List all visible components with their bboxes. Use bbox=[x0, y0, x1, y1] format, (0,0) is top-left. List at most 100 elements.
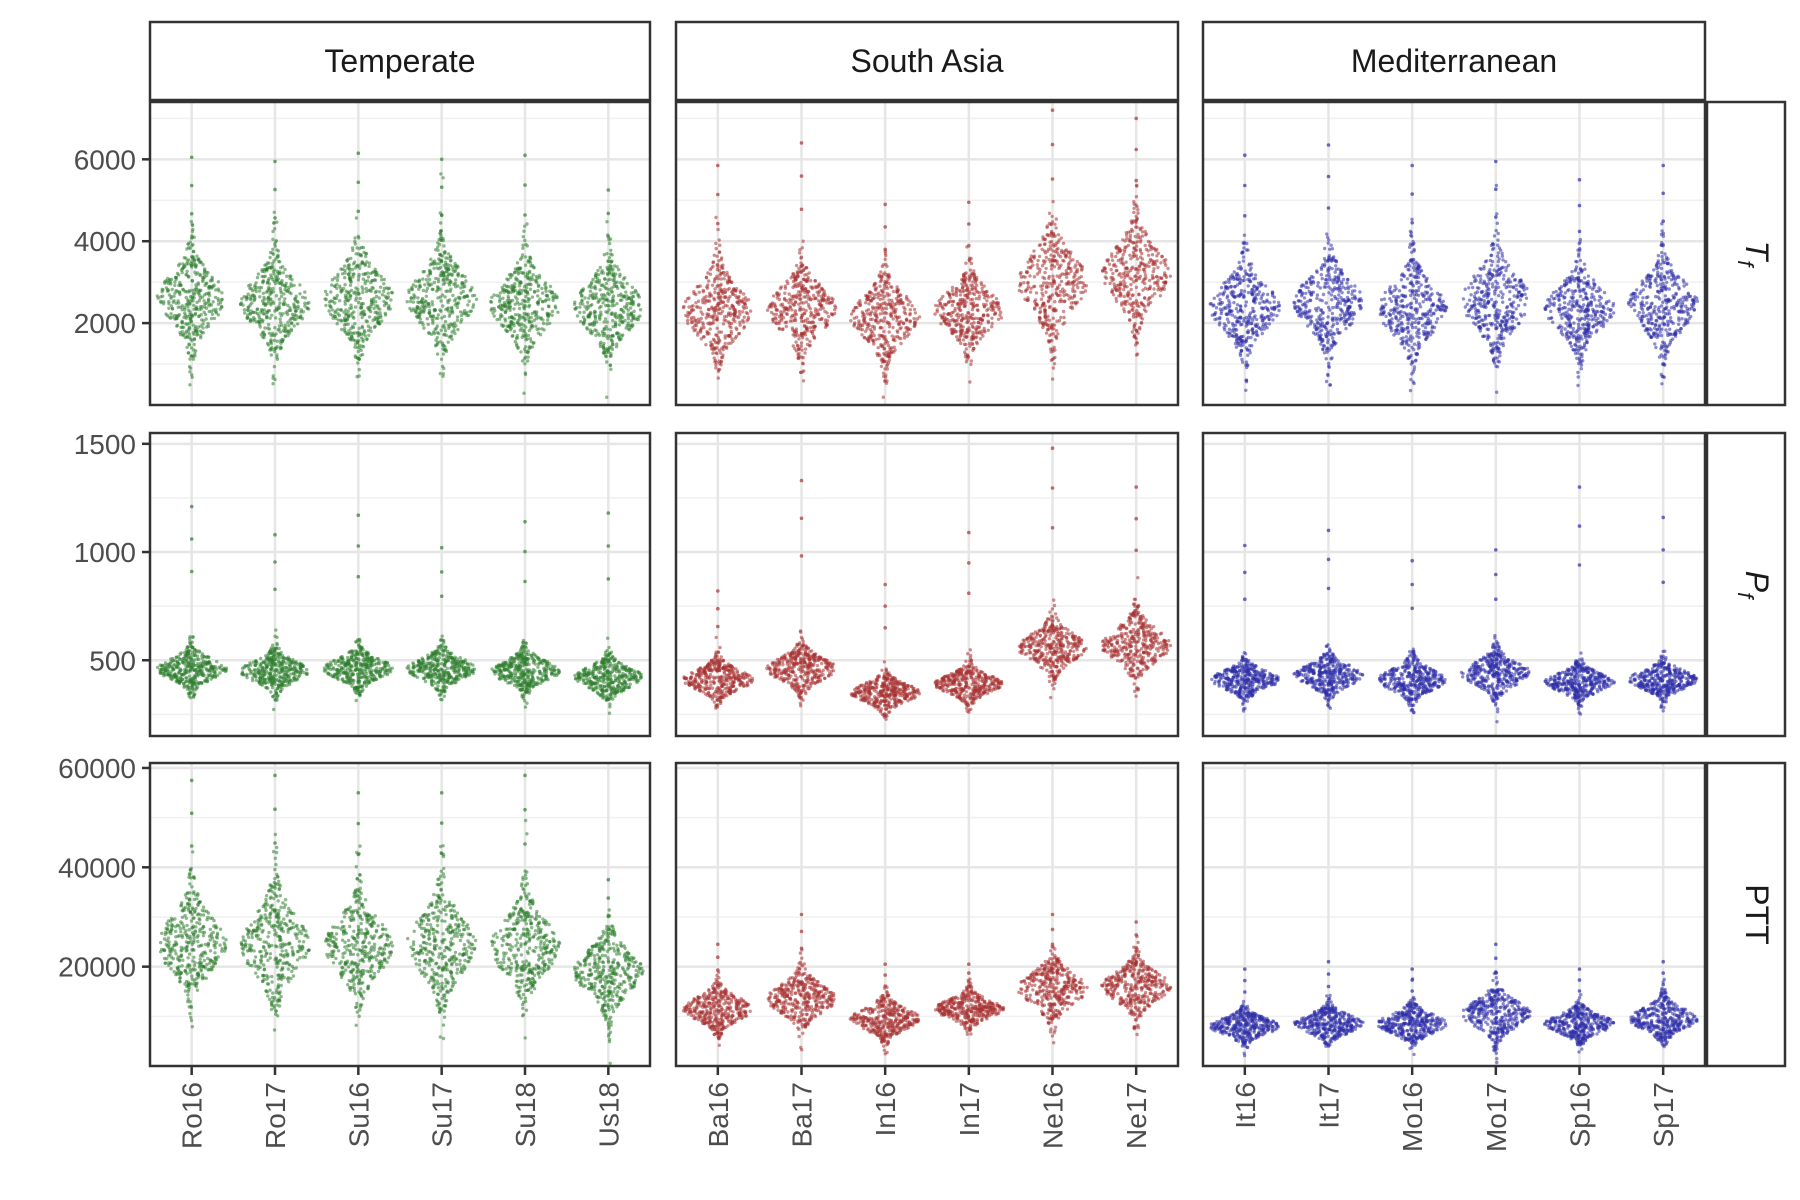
data-point bbox=[435, 352, 440, 356]
data-point bbox=[934, 303, 938, 308]
data-point bbox=[1062, 315, 1066, 320]
data-point bbox=[382, 289, 386, 293]
data-point bbox=[803, 351, 807, 355]
data-point bbox=[277, 297, 281, 301]
data-point bbox=[273, 347, 277, 351]
data-point bbox=[1250, 288, 1254, 292]
data-point bbox=[1074, 263, 1078, 267]
data-point bbox=[991, 305, 995, 309]
data-point bbox=[1163, 261, 1167, 265]
data-point bbox=[417, 300, 421, 305]
data-point bbox=[174, 275, 178, 280]
data-point bbox=[1143, 233, 1148, 237]
data-point bbox=[1224, 280, 1228, 284]
data-point bbox=[356, 334, 361, 338]
data-point bbox=[1137, 313, 1142, 317]
data-point bbox=[451, 293, 455, 298]
data-point bbox=[1252, 277, 1256, 281]
data-point bbox=[369, 305, 373, 309]
data-point bbox=[324, 303, 328, 308]
data-point bbox=[857, 321, 861, 325]
data-point bbox=[1114, 296, 1118, 301]
facet-strip-0 bbox=[148, 20, 652, 102]
data-point bbox=[707, 312, 711, 317]
data-point bbox=[352, 272, 356, 276]
data-point bbox=[1143, 270, 1147, 274]
data-point bbox=[886, 274, 890, 278]
data-point bbox=[1244, 300, 1249, 304]
data-point bbox=[633, 288, 638, 293]
data-point bbox=[818, 289, 822, 293]
data-point bbox=[272, 259, 276, 263]
data-point bbox=[387, 304, 391, 308]
data-point bbox=[448, 259, 453, 263]
data-point bbox=[1050, 327, 1054, 331]
data-point bbox=[986, 295, 990, 299]
data-point bbox=[574, 305, 579, 310]
data-point bbox=[638, 308, 643, 312]
data-point bbox=[885, 264, 889, 268]
data-point bbox=[1156, 251, 1161, 255]
data-point bbox=[1045, 224, 1050, 228]
data-point bbox=[351, 262, 356, 266]
data-point bbox=[616, 286, 620, 290]
data-point bbox=[705, 285, 709, 289]
data-point bbox=[1272, 305, 1277, 310]
data-point bbox=[810, 329, 814, 334]
data-point bbox=[333, 296, 337, 301]
data-point bbox=[606, 336, 610, 341]
data-point bbox=[209, 309, 214, 314]
data-point bbox=[598, 342, 602, 346]
data-point bbox=[779, 317, 783, 321]
data-point bbox=[785, 312, 789, 317]
data-point bbox=[1052, 254, 1057, 258]
data-point bbox=[1118, 257, 1123, 261]
data-point bbox=[1154, 249, 1158, 253]
data-point bbox=[271, 374, 275, 378]
data-point bbox=[269, 291, 273, 295]
data-point bbox=[238, 302, 243, 307]
data-point bbox=[946, 312, 950, 316]
data-point bbox=[878, 326, 882, 330]
data-point bbox=[418, 284, 422, 289]
data-point bbox=[687, 296, 691, 300]
data-point bbox=[367, 261, 372, 265]
data-point bbox=[1155, 275, 1159, 279]
data-point bbox=[273, 187, 277, 192]
data-point bbox=[427, 311, 431, 315]
data-point bbox=[1222, 322, 1227, 326]
data-point bbox=[1029, 254, 1034, 258]
data-point bbox=[1244, 304, 1248, 308]
data-point bbox=[534, 312, 539, 317]
data-point bbox=[333, 310, 337, 315]
row-label-2: PTT bbox=[1739, 884, 1775, 944]
data-point bbox=[272, 221, 276, 225]
data-point bbox=[1269, 314, 1273, 318]
data-point bbox=[578, 310, 582, 315]
data-point bbox=[826, 314, 831, 319]
data-point bbox=[253, 285, 257, 289]
row-label-subscript: f bbox=[1733, 260, 1758, 269]
data-point bbox=[1230, 322, 1235, 326]
data-point bbox=[592, 323, 597, 327]
data-point bbox=[618, 274, 622, 278]
data-point bbox=[899, 301, 903, 306]
data-point bbox=[1112, 282, 1116, 286]
data-point bbox=[624, 326, 628, 330]
data-point bbox=[1230, 309, 1234, 313]
data-point bbox=[805, 277, 810, 281]
data-point bbox=[200, 295, 205, 299]
data-point bbox=[197, 314, 201, 319]
data-point bbox=[1110, 278, 1114, 283]
data-point bbox=[461, 285, 465, 289]
data-point bbox=[528, 261, 533, 265]
data-point bbox=[795, 333, 800, 337]
data-point bbox=[710, 283, 715, 287]
data-point bbox=[710, 342, 715, 347]
data-point bbox=[206, 271, 210, 275]
data-point bbox=[775, 293, 779, 297]
data-point bbox=[965, 330, 969, 334]
data-point bbox=[521, 271, 525, 275]
data-point bbox=[283, 267, 287, 272]
data-point bbox=[618, 298, 623, 302]
